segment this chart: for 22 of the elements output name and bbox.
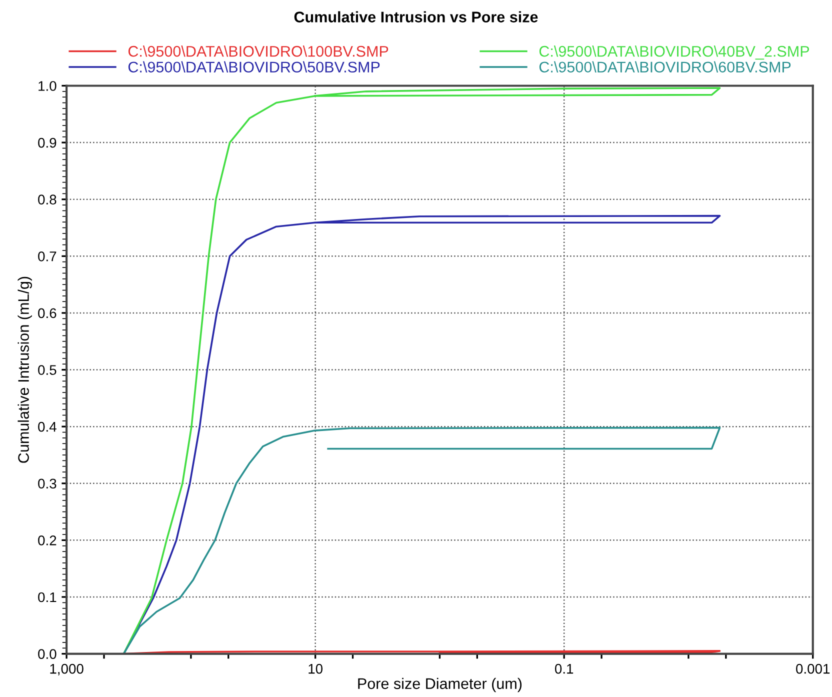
x-axis-title: Pore size Diameter (um) bbox=[358, 678, 522, 692]
y-tick-label: 0.2 bbox=[38, 536, 56, 546]
x-tick-label: 0.1 bbox=[554, 664, 574, 674]
y-tick-label: 0.0 bbox=[38, 649, 56, 659]
y-tick-label: 0.8 bbox=[38, 194, 56, 205]
legend-label: C:\9500\DATA\BIOVIDRO\100BV.SMP bbox=[128, 46, 388, 57]
legend-label: C:\9500\DATA\BIOVIDRO\40BV_2.SMP bbox=[539, 46, 810, 60]
y-tick-label: 0.7 bbox=[38, 251, 56, 262]
y-axis-title: Cumulative Intrusion (mL/g) bbox=[18, 276, 32, 463]
y-tick-label: 1.0 bbox=[38, 81, 56, 91]
y-tick-label: 0.4 bbox=[38, 422, 56, 432]
y-tick-label: 0.1 bbox=[38, 592, 56, 602]
y-tick-label: 0.6 bbox=[38, 308, 56, 318]
legend-label: C:\9500\DATA\BIOVIDRO\50BV.SMP bbox=[128, 61, 380, 73]
x-tick-label: 10 bbox=[308, 664, 323, 674]
y-tick-label: 0.3 bbox=[38, 478, 56, 489]
x-tick-label: 0.001 bbox=[796, 664, 830, 674]
x-tick-label: 1,000 bbox=[50, 664, 84, 676]
legend-label: C:\9500\DATA\BIOVIDRO\60BV.SMP bbox=[539, 61, 791, 73]
y-tick-label: 0.5 bbox=[38, 365, 56, 375]
y-tick-label: 0.9 bbox=[38, 138, 56, 148]
chart-title: Cumulative Intrusion vs Pore size bbox=[294, 11, 538, 22]
